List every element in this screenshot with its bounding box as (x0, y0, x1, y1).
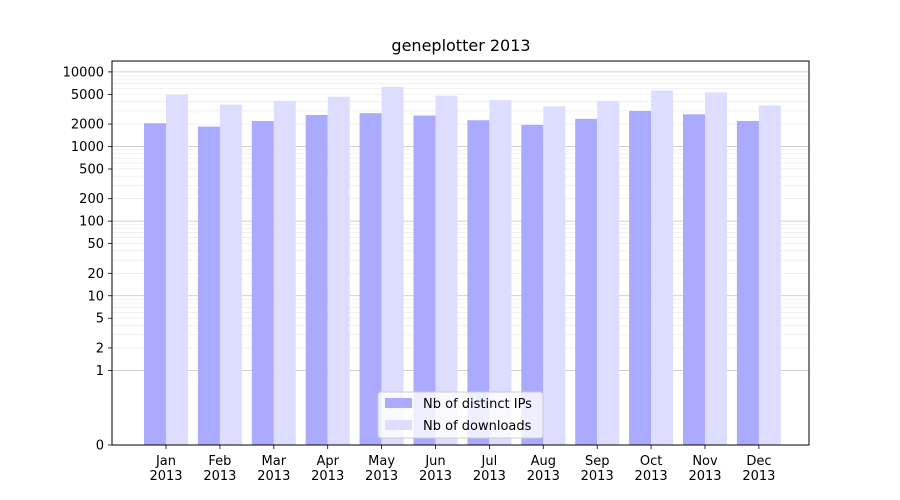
y-tick-label: 1 (96, 364, 104, 379)
x-tick-label: Oct 2013 (635, 454, 668, 484)
bar-ips-8 (575, 118, 598, 445)
bar-downloads-10 (705, 92, 727, 445)
y-tick-label: 5 (96, 312, 104, 327)
bar-downloads-2 (273, 100, 296, 445)
x-tick-label: Jun 2013 (419, 454, 452, 484)
bar-ips-1 (197, 126, 220, 445)
bar-ips-2 (251, 120, 274, 445)
y-tick-label: 500 (79, 162, 104, 177)
legend-label-downloads: Nb of downloads (423, 419, 532, 434)
bar-ips-10 (683, 114, 705, 445)
bar-downloads-7 (543, 106, 566, 445)
y-axis: 0 1 2 5 10 20 50 100 200 500 1000 2000 5000 10000 (63, 65, 112, 454)
bar-ips-0 (144, 123, 166, 445)
y-tick-label: 10 (87, 289, 104, 304)
bar-downloads-6 (489, 100, 512, 446)
x-tick-label: Dec 2013 (742, 454, 775, 484)
legend-label-ips: Nb of distinct IPs (423, 397, 532, 412)
bar-ips-7 (521, 124, 544, 445)
bar-downloads-0 (166, 94, 188, 446)
bar-downloads-5 (435, 95, 458, 445)
y-tick-label: 0 (96, 439, 104, 454)
y-tick-label: 5000 (71, 88, 104, 103)
bar-downloads-11 (758, 105, 781, 445)
y-tick-label: 200 (79, 192, 104, 207)
y-tick-label: 20 (87, 267, 104, 282)
bar-ips-4 (359, 113, 382, 445)
x-tick-label: Feb 2013 (203, 454, 236, 484)
x-tick-label: Nov 2013 (688, 454, 721, 484)
x-axis: Jan 2013 Feb 2013 Mar 2013 Apr 2013 May 2013 Jun 20… (149, 445, 775, 484)
bars (144, 86, 781, 446)
x-tick-label: Jan 2013 (149, 454, 182, 484)
x-tick-label: May 2013 (365, 454, 398, 484)
bar-downloads-3 (327, 96, 350, 445)
bar-downloads-9 (651, 90, 674, 445)
y-tick-label: 50 (87, 237, 104, 252)
bar-ips-11 (736, 120, 759, 445)
x-tick-label: Aug 2013 (527, 454, 560, 484)
y-tick-label: 100 (79, 215, 104, 230)
y-tick-label: 10000 (63, 65, 104, 80)
bar-ips-5 (413, 115, 436, 446)
bar-downloads-1 (219, 104, 242, 446)
chart-title: geneplotter 2013 (391, 36, 530, 55)
x-tick-label: Jul 2013 (473, 454, 506, 484)
x-tick-label: Mar 2013 (257, 454, 290, 484)
y-tick-label: 2 (96, 341, 104, 356)
legend-swatch-downloads (385, 420, 412, 430)
bar-ips-6 (467, 120, 490, 445)
legend: Nb of distinct IPs Nb of downloads (377, 391, 544, 439)
y-tick-label: 1000 (71, 140, 104, 155)
legend-swatch-ips (385, 398, 412, 408)
x-tick-label: Sep 2013 (581, 454, 614, 484)
y-tick-label: 2000 (71, 118, 104, 133)
bar-downloads-8 (597, 100, 620, 445)
bar-ips-9 (629, 110, 652, 446)
x-tick-label: Apr 2013 (311, 454, 344, 484)
bar-ips-3 (305, 114, 328, 446)
legend-box (377, 391, 544, 439)
plot-frame (111, 60, 810, 446)
bar-downloads-4 (381, 86, 404, 445)
